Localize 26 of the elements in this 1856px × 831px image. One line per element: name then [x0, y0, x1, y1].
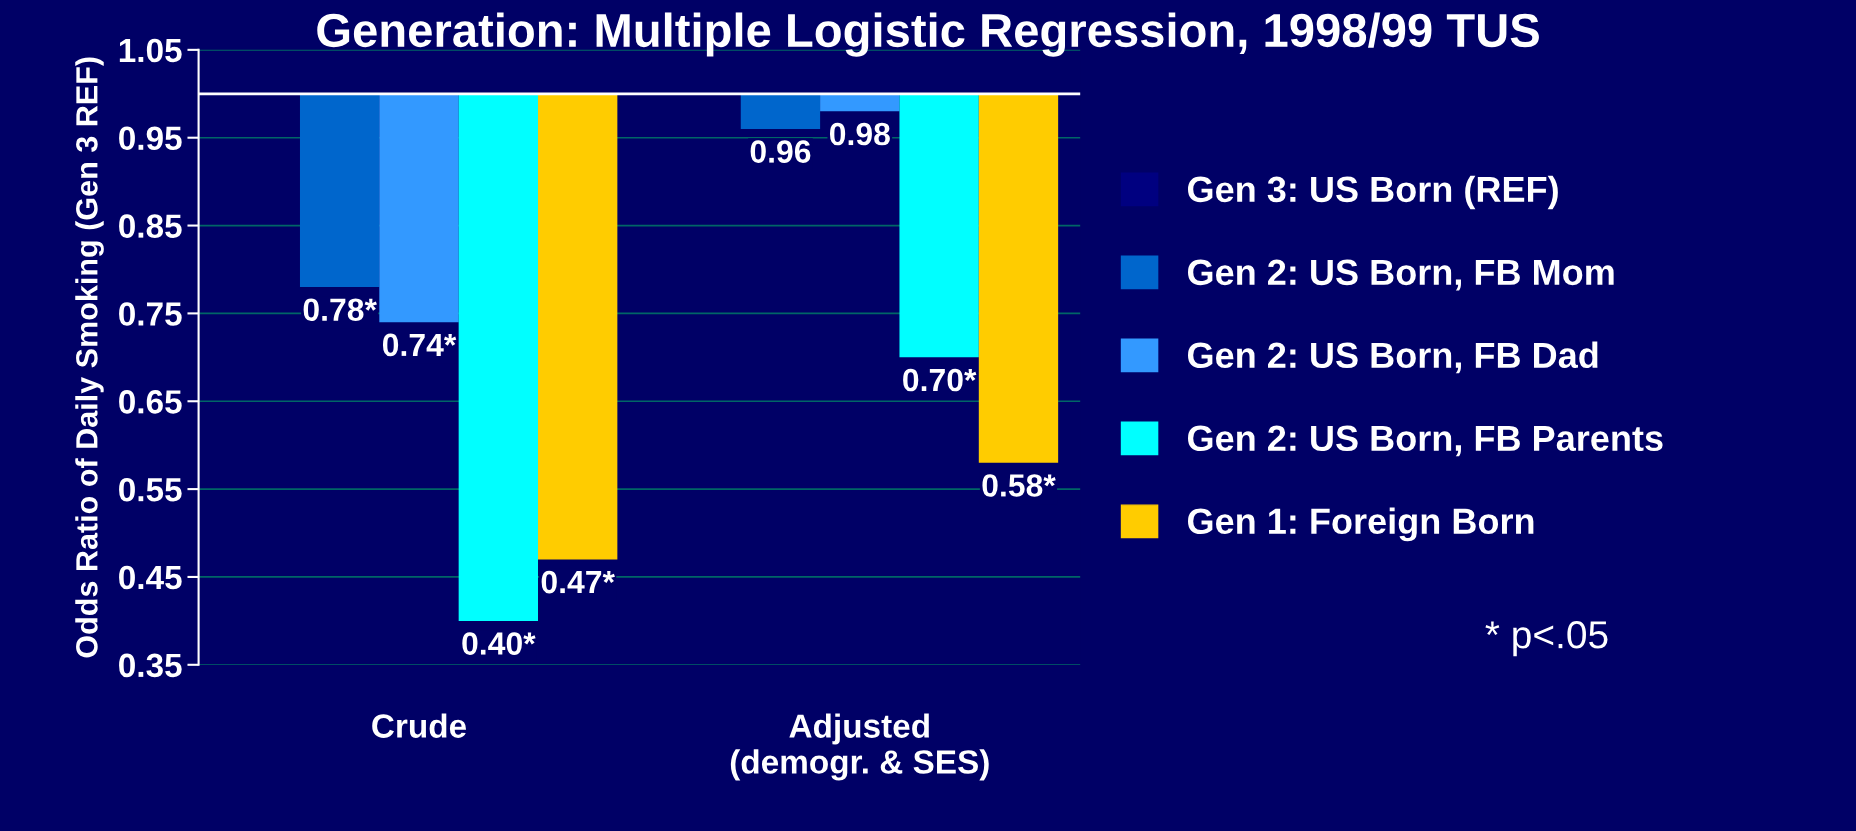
legend-label: Gen 1: Foreign Born: [1187, 507, 1534, 542]
text: * p<.05: [1485, 621, 1608, 657]
legend-label: Gen 2: US Born, FB Mom: [1187, 259, 1614, 291]
x-tick-label: Crude: [372, 713, 467, 738]
y-tick-label: 1.05: [119, 38, 182, 63]
data-label: 0.78*: [303, 298, 377, 322]
x-tick-label: Adjusted (demogr. & SES): [730, 713, 989, 781]
legend-label: Gen 2: US Born, FB Dad: [1187, 341, 1598, 374]
y-tick-label: 0.85: [119, 214, 182, 238]
data-label: 0.70*: [903, 368, 977, 392]
chart-title: Generation: Multiple Logistic Regression, 1998/99 TUS: [317, 12, 1539, 57]
data-label: 0.96: [750, 140, 811, 163]
legend-label: Gen 2: US Born, FB Parents: [1187, 425, 1663, 457]
y-tick-label: 0.75: [119, 302, 182, 326]
data-label: 0.74*: [382, 333, 457, 357]
y-tick-label: 0.45: [119, 565, 182, 590]
y-tick-label: 0.35: [119, 653, 182, 678]
y-axis-title: Odds Ratio of Daily Smoking (Gen 3 REF): [75, 57, 104, 658]
y-tick-label: 0.55: [119, 477, 182, 502]
data-label: 0.98: [829, 122, 890, 146]
legend-label: Gen 3: US Born (REF): [1187, 175, 1558, 210]
data-label: 0.40*: [462, 632, 536, 655]
y-tick-label: 0.65: [119, 390, 182, 414]
data-label: 0.47*: [541, 570, 615, 594]
data-label: 0.58*: [982, 474, 1056, 497]
y-tick-label: 0.95: [119, 126, 182, 151]
